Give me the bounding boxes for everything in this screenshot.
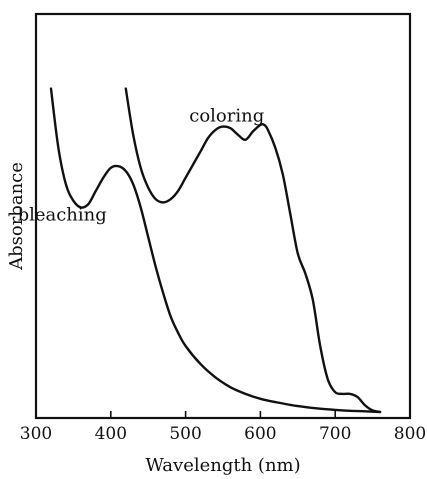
series-curves: [49, 87, 382, 414]
x-tick-label-400: 400: [95, 424, 127, 444]
series-labels: bleaching coloring: [18, 106, 265, 226]
series-label-bleaching: bleaching: [18, 205, 107, 226]
series-label-coloring: coloring: [189, 106, 264, 127]
plot-frame: [34, 12, 412, 420]
x-ticks: [110, 411, 337, 418]
x-tick-label-500: 500: [169, 424, 201, 444]
series-line-bleaching: [49, 87, 382, 414]
x-tick-label-600: 600: [244, 424, 276, 444]
x-axis-label: Wavelength (nm): [145, 455, 300, 476]
x-tick-labels: 300 400 500 600 700 800: [20, 424, 426, 444]
x-tick-label-800: 800: [394, 424, 426, 444]
x-tick-label-700: 700: [319, 424, 351, 444]
y-axis-label: Absorbance: [6, 162, 27, 271]
series-line-coloring: [124, 87, 382, 414]
x-tick-label-300: 300: [20, 424, 52, 444]
